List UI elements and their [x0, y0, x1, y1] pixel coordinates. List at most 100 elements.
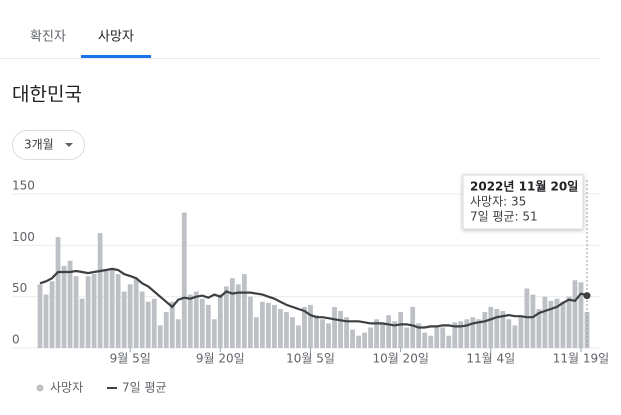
bar: [181, 212, 187, 348]
range-label: 3개월: [24, 138, 54, 152]
bar: [199, 298, 205, 348]
bar: [332, 306, 337, 348]
bar: [278, 308, 283, 348]
bar: [578, 282, 584, 348]
bar: [302, 306, 307, 348]
bar: [211, 319, 217, 348]
bar: [488, 306, 494, 348]
bar: [61, 265, 67, 348]
bar: [512, 325, 518, 348]
bar: [157, 325, 163, 348]
bar: [554, 298, 560, 348]
x-tick-label: 10월 20일: [372, 352, 428, 366]
bar: [410, 306, 416, 348]
bar: [434, 325, 440, 348]
bar: [518, 317, 524, 348]
bar: [566, 296, 572, 348]
bar: [290, 317, 295, 348]
bar: [464, 319, 470, 348]
bar: [542, 296, 548, 348]
bar: [205, 304, 211, 348]
tab[interactable]: 확진자: [30, 30, 66, 45]
bar: [247, 296, 253, 348]
bar: [109, 267, 115, 348]
active-tab-indicator: [81, 55, 151, 58]
bar: [73, 276, 79, 348]
x-tick-label: 11월 19일: [553, 352, 609, 366]
bar: [452, 322, 458, 348]
bar: [37, 284, 43, 348]
bar: [266, 302, 271, 348]
bar: [428, 335, 434, 348]
bar: [260, 301, 265, 348]
bar: [284, 312, 289, 348]
bar: [344, 317, 349, 348]
bar: [272, 304, 277, 348]
bar: [296, 325, 301, 348]
bar: [314, 315, 319, 348]
bar: [368, 327, 374, 348]
bar: [175, 319, 181, 348]
bar: [326, 323, 331, 348]
legend-label: 사망자: [50, 381, 83, 395]
tooltip: [462, 174, 584, 230]
bar: [127, 284, 133, 348]
y-tick-label: 50: [12, 281, 27, 295]
tooltip-line: 사망자: 35: [470, 195, 526, 209]
hover-point: [583, 292, 591, 300]
bar: [536, 308, 542, 348]
bar: [139, 291, 145, 348]
x-tick-label: 9월 5일: [110, 352, 151, 366]
bar: [55, 237, 61, 348]
tooltip-date: 2022년 11월 20일: [470, 179, 578, 194]
bar: [338, 311, 343, 348]
bar: [350, 329, 355, 348]
bar: [217, 294, 223, 348]
tooltip-line: 7일 평균: 51: [470, 210, 538, 224]
region-title: 대한민국: [12, 84, 82, 106]
bar: [356, 335, 361, 348]
bar: [115, 274, 121, 348]
bar: [584, 312, 590, 348]
bar: [85, 276, 91, 348]
bar: [320, 319, 325, 348]
x-tick-label: 9월 20일: [196, 352, 245, 366]
bar: [253, 317, 259, 348]
bar: [404, 327, 410, 348]
y-tick-label: 150: [12, 179, 35, 193]
legend-label: 7일 평균: [122, 381, 167, 395]
range-button[interactable]: [12, 130, 85, 160]
bar: [440, 327, 446, 348]
bar: [229, 278, 235, 348]
bar: [470, 317, 476, 348]
bar: [103, 271, 109, 348]
bar: [163, 312, 169, 348]
dropdown-arrow: [65, 143, 73, 147]
bar: [506, 319, 512, 348]
bar: [398, 312, 404, 348]
bar: [235, 284, 241, 348]
x-tick-label: 11월 4일: [466, 352, 515, 366]
bar: [392, 321, 398, 348]
bar: [476, 319, 482, 348]
x-tick-label: 10월 5일: [286, 352, 335, 366]
bar: [446, 335, 452, 348]
bar: [548, 300, 554, 348]
legend-swatch: [36, 384, 44, 392]
bar: [362, 332, 367, 348]
bar: [145, 301, 151, 348]
y-tick-label: 0: [12, 333, 20, 347]
bar: [560, 301, 566, 348]
bar: [151, 298, 157, 348]
bar: [308, 304, 313, 348]
bar: [572, 280, 578, 348]
bar: [133, 278, 139, 348]
bar: [223, 286, 229, 348]
bar: [91, 274, 97, 348]
bar: [49, 281, 55, 348]
bar: [169, 301, 175, 348]
y-tick-label: 100: [12, 230, 35, 244]
tab[interactable]: 사망자: [98, 30, 134, 45]
bar: [193, 291, 199, 348]
